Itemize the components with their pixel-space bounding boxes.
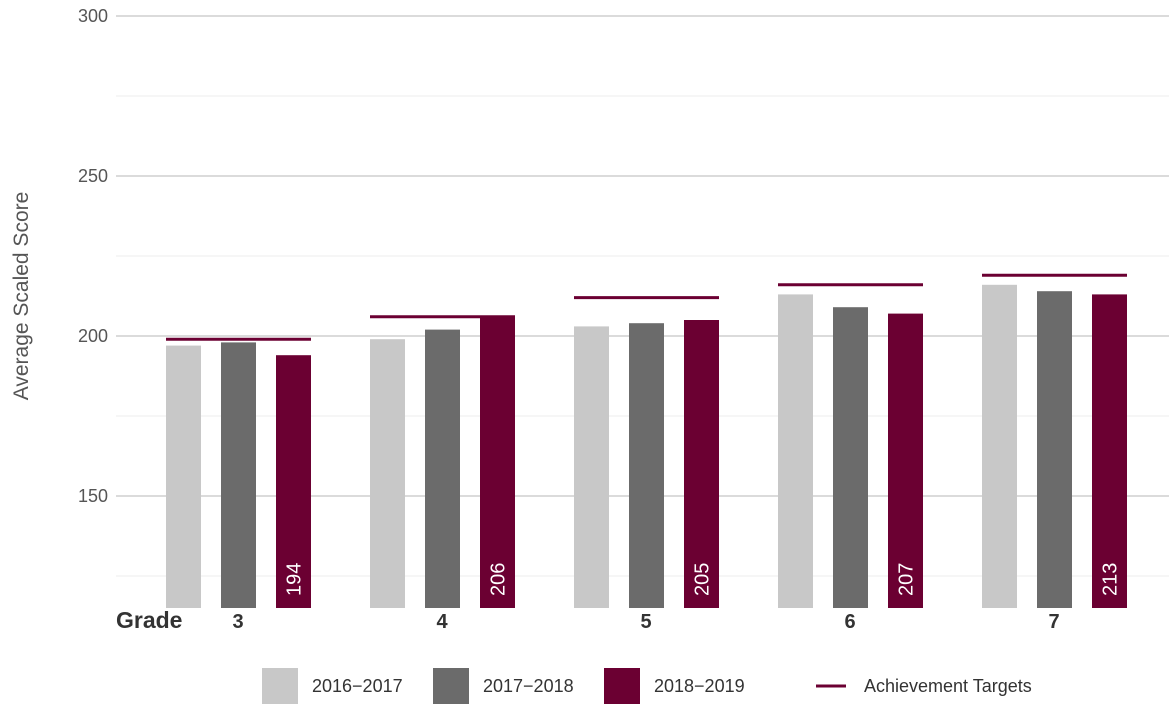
- bar: [221, 342, 256, 608]
- y-tick-label: 200: [78, 326, 108, 346]
- x-tick-label: 5: [640, 611, 651, 633]
- bar: [1092, 294, 1127, 608]
- bar: [370, 339, 405, 608]
- bar: [629, 323, 664, 608]
- legend-label: 2017−2018: [483, 676, 574, 696]
- y-axis-title: Average Scaled Score: [10, 192, 33, 401]
- achievement-target-lines: [166, 273, 1127, 341]
- y-tick-labels: 150 200 250 300: [78, 6, 108, 506]
- legend-swatch: [262, 668, 298, 704]
- bar: [166, 345, 201, 608]
- bar: [1037, 291, 1072, 608]
- data-label: 206: [488, 563, 510, 596]
- y-tick-label: 300: [78, 6, 108, 26]
- data-label: 205: [692, 563, 714, 596]
- x-tick-label: 3: [232, 611, 243, 633]
- legend-swatch: [433, 668, 469, 704]
- bar: [888, 313, 923, 608]
- bar: [574, 326, 609, 608]
- y-tick-label: 250: [78, 166, 108, 186]
- bar: [833, 307, 868, 608]
- data-label: 194: [284, 563, 306, 596]
- bar: [276, 355, 311, 608]
- legend-label: 2018−2019: [654, 676, 745, 696]
- x-tick-label: 6: [844, 611, 855, 633]
- x-axis-prefix-grade: Grade: [116, 607, 182, 633]
- x-tick-label: 7: [1048, 611, 1059, 633]
- bar: [982, 284, 1017, 608]
- data-labels: 194 206 205 207 213: [284, 563, 1122, 596]
- legend-label: 2016−2017: [312, 676, 403, 696]
- y-tick-label: 150: [78, 486, 108, 506]
- data-label: 207: [896, 563, 918, 596]
- bar: [480, 316, 515, 608]
- legend: 2016−2017 2017−2018 2018−2019 Achievement T…: [262, 668, 1032, 704]
- bar: [425, 329, 460, 608]
- x-tick-labels: 3 4 5 6 7: [232, 611, 1059, 633]
- bars: [166, 284, 1127, 608]
- bar: [778, 294, 813, 608]
- x-tick-label: 4: [436, 611, 448, 633]
- legend-swatch: [604, 668, 640, 704]
- bar: [684, 320, 719, 608]
- legend-label: Achievement Targets: [864, 676, 1032, 696]
- data-label: 213: [1100, 563, 1122, 596]
